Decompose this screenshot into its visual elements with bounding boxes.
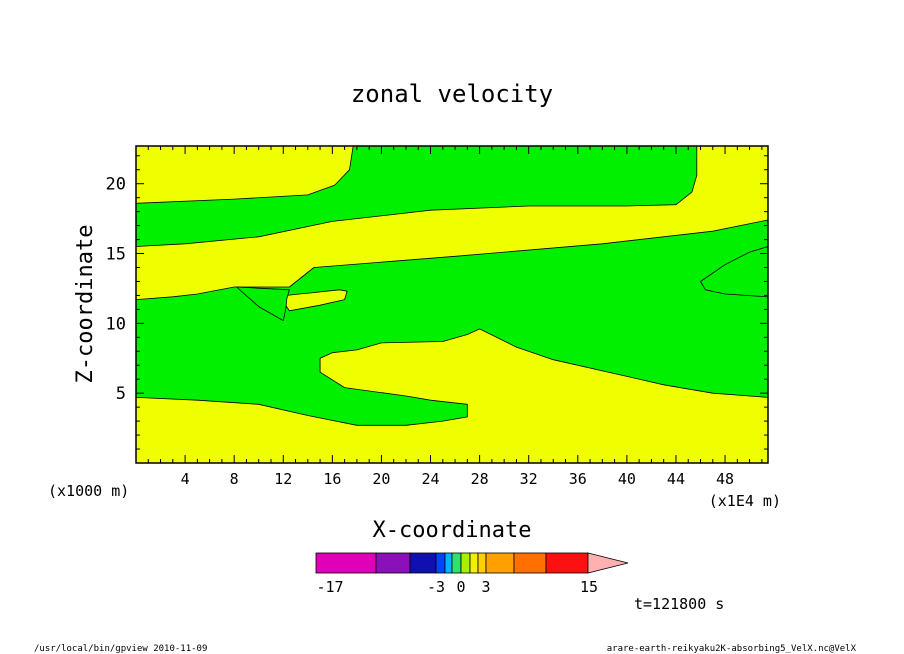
colorbar-swatch bbox=[315, 552, 377, 574]
colorbar-swatch bbox=[485, 552, 515, 574]
x-tick-label: 20 bbox=[372, 470, 390, 488]
colorbar-label-pos3: 3 bbox=[481, 578, 490, 596]
colorbar-label-neg3: -3 bbox=[427, 578, 445, 596]
x-tick-label: 40 bbox=[618, 470, 636, 488]
y-axis-label: Z-coordinate bbox=[73, 225, 98, 384]
x-tick-label: 4 bbox=[181, 470, 190, 488]
contour-region-2 bbox=[136, 146, 768, 463]
contour-region-5 bbox=[236, 286, 290, 321]
x-tick-label: 16 bbox=[323, 470, 341, 488]
x-units-left: (x1000 m) bbox=[48, 482, 129, 500]
colorbar bbox=[315, 552, 629, 574]
x-tick-label: 12 bbox=[274, 470, 292, 488]
colorbar-swatch bbox=[460, 552, 471, 574]
x-axis-label: X-coordinate bbox=[373, 518, 532, 543]
colorbar-label-min: -17 bbox=[316, 578, 343, 596]
x-units-right: (x1E4 m) bbox=[709, 492, 781, 510]
y-tick-label: 5 bbox=[116, 384, 126, 404]
x-tick-label: 8 bbox=[230, 470, 239, 488]
colorbar-swatch bbox=[451, 552, 462, 574]
y-axis: 5 10 15 20 bbox=[106, 155, 768, 450]
colorbar-swatch bbox=[435, 552, 446, 574]
footer-left: /usr/local/bin/gpview 2010-11-09 bbox=[34, 644, 207, 654]
time-label: t=121800 s bbox=[634, 595, 724, 613]
x-tick-label: 44 bbox=[667, 470, 685, 488]
x-axis: 4 8 12 16 20 24 28 32 36 40 44 48 bbox=[147, 146, 763, 488]
colorbar-swatch bbox=[545, 552, 589, 574]
contour-regions bbox=[136, 146, 768, 463]
x-tick-label: 36 bbox=[569, 470, 587, 488]
colorbar-swatch bbox=[477, 552, 487, 574]
x-tick-label: 48 bbox=[716, 470, 734, 488]
colorbar-swatch bbox=[444, 552, 453, 574]
x-tick-label: 24 bbox=[421, 470, 439, 488]
y-tick-label: 10 bbox=[106, 314, 126, 334]
y-tick-label: 15 bbox=[106, 245, 126, 265]
colorbar-swatch bbox=[375, 552, 411, 574]
colorbar-swatch bbox=[513, 552, 547, 574]
chart-title: zonal velocity bbox=[351, 80, 553, 108]
colorbar-label-zero: 0 bbox=[456, 578, 465, 596]
colorbar-swatch bbox=[409, 552, 437, 574]
contour-region-1 bbox=[136, 146, 354, 204]
colorbar-label-max: 15 bbox=[580, 578, 598, 596]
x-tick-label: 28 bbox=[471, 470, 489, 488]
footer-right: arare-earth-reikyaku2K-absorbing5_VelX.n… bbox=[607, 644, 857, 654]
plot-frame bbox=[135, 145, 769, 464]
colorbar-arrow bbox=[587, 552, 629, 574]
contour-region-3 bbox=[700, 246, 768, 298]
x-tick-label: 32 bbox=[520, 470, 538, 488]
contour-region-4 bbox=[285, 289, 348, 312]
y-tick-label: 20 bbox=[106, 175, 126, 195]
colorbar-swatch bbox=[469, 552, 479, 574]
